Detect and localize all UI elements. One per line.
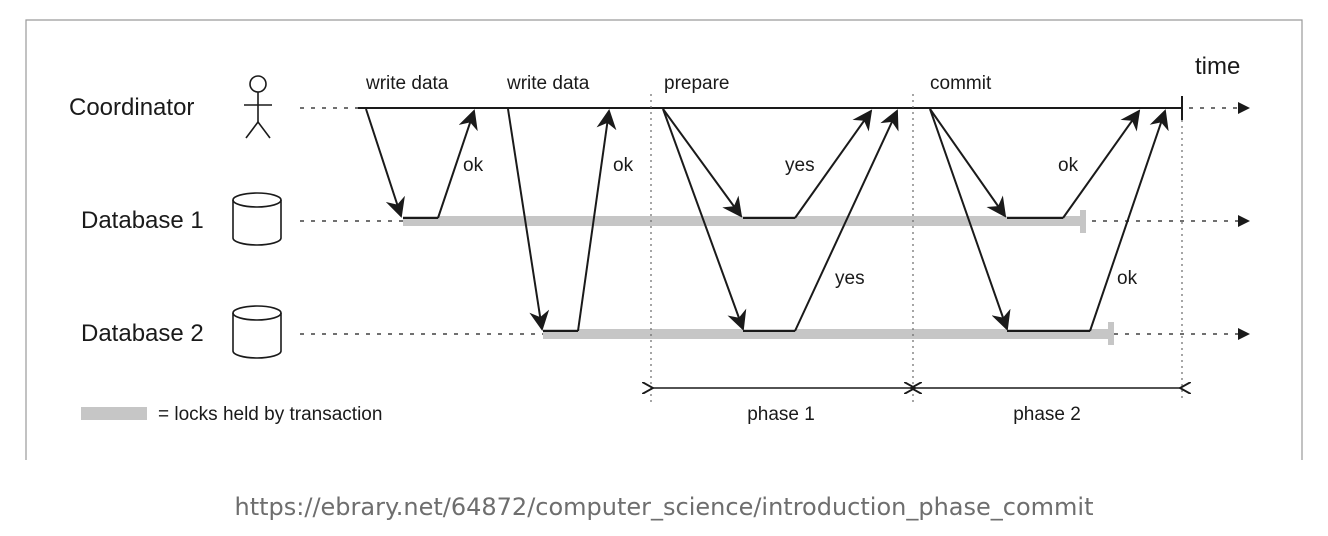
database-icon xyxy=(232,192,282,246)
ok-arrow-db1-write xyxy=(437,109,478,219)
legend-label: = locks held by transaction xyxy=(158,404,382,425)
write-data-label-2: write data xyxy=(506,73,590,94)
timeline-arrowhead xyxy=(1238,328,1250,340)
database-1-lock-bar-end xyxy=(1080,210,1086,233)
yes-arrow-db2 xyxy=(794,109,899,332)
ok-label-db1-write: ok xyxy=(463,155,484,176)
commit-arrow-db1 xyxy=(929,108,1007,218)
database-icon xyxy=(232,305,282,359)
prepare-arrow-db1 xyxy=(662,108,743,218)
timeline-arrowhead xyxy=(1238,102,1250,114)
database-2-lock-bar xyxy=(543,329,1111,339)
ok-arrow-db2-write xyxy=(577,109,617,332)
phase-2-label: phase 2 xyxy=(1013,404,1081,425)
yes-label-db1: yes xyxy=(785,155,815,176)
ok-arrow-db1-commit xyxy=(1062,109,1141,219)
database-2-lock-bar-end xyxy=(1108,322,1114,345)
ok-label-db2-commit: ok xyxy=(1117,268,1138,289)
coordinator-label: Coordinator xyxy=(69,94,194,121)
commit-label: commit xyxy=(930,73,992,94)
database-1-label: Database 1 xyxy=(81,207,204,234)
source-url: https://ebrary.net/64872/computer_scienc… xyxy=(234,493,1094,521)
yes-arrow-db1 xyxy=(794,109,873,219)
ok-label-db1-commit: ok xyxy=(1058,155,1079,176)
ok-arrow-db2-commit xyxy=(1089,109,1169,332)
database-2-label: Database 2 xyxy=(81,320,204,347)
diagram-frame xyxy=(25,19,1303,460)
prepare-arrow-db2 xyxy=(662,108,747,331)
phase-1-label: phase 1 xyxy=(747,404,815,425)
write-data-arrow-db1 xyxy=(365,108,405,218)
ok-label-db2-write: ok xyxy=(613,155,634,176)
database-1-lock-bar xyxy=(403,216,1084,226)
timeline-arrowhead xyxy=(1238,215,1250,227)
yes-label-db2: yes xyxy=(835,268,865,289)
prepare-label: prepare xyxy=(664,73,730,94)
person-icon xyxy=(244,75,272,139)
write-data-arrow-db2 xyxy=(507,108,550,331)
write-data-label-1: write data xyxy=(365,73,449,94)
time-label: time xyxy=(1195,53,1240,80)
commit-arrow-db2 xyxy=(929,108,1011,331)
legend-swatch xyxy=(81,407,147,420)
